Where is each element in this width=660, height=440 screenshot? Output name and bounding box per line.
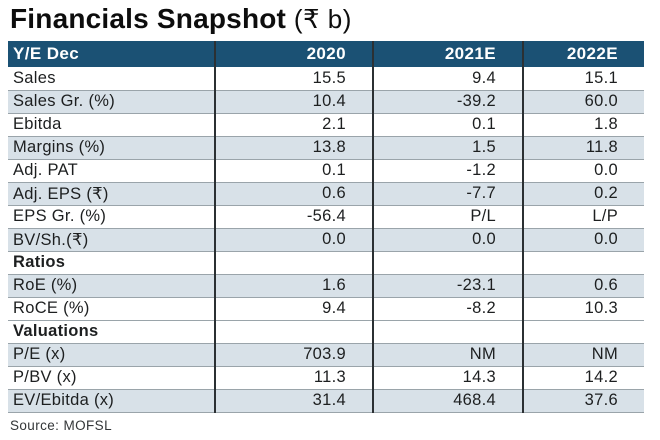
page-title-text: Financials Snapshot xyxy=(10,3,287,34)
row-value: 0.0 xyxy=(522,159,644,182)
table-row: P/E (x) 703.9 NM NM xyxy=(8,343,644,366)
row-value xyxy=(372,320,523,343)
row-value: 0.1 xyxy=(214,159,373,182)
column-header-ye-dec: Y/E Dec xyxy=(8,41,215,67)
page-title-unit xyxy=(286,4,294,34)
table-row: EPS Gr. (%) -56.4 P/L L/P xyxy=(8,205,644,228)
row-value xyxy=(214,320,373,343)
row-value xyxy=(214,251,373,274)
row-value: -7.7 xyxy=(372,182,523,205)
row-value: 0.0 xyxy=(214,228,373,251)
section-row: Ratios xyxy=(8,251,644,274)
row-value: 10.4 xyxy=(214,90,373,113)
row-value: 468.4 xyxy=(372,389,523,412)
page-title: Financials Snapshot (₹ b) xyxy=(10,3,652,35)
row-value: 1.6 xyxy=(214,274,373,297)
section-row: Valuations xyxy=(8,320,644,343)
financials-table: Y/E Dec 2020 2021E 2022E Sales 15.5 9.4 15.… xyxy=(8,41,644,413)
row-value: 1.8 xyxy=(522,113,644,136)
row-label: EPS Gr. (%) xyxy=(13,207,107,225)
row-value: 0.2 xyxy=(522,182,644,205)
row-value: 1.5 xyxy=(372,136,523,159)
row-value: 11.8 xyxy=(522,136,644,159)
table-row: Sales Gr. (%) 10.4 -39.2 60.0 xyxy=(8,90,644,113)
row-value: 0.6 xyxy=(522,274,644,297)
table-row: RoE (%) 1.6 -23.1 0.6 xyxy=(8,274,644,297)
row-value xyxy=(372,251,523,274)
row-value: 14.2 xyxy=(522,366,644,389)
row-label: Adj. EPS (₹) xyxy=(13,184,109,203)
column-header-2020: 2020 xyxy=(214,41,373,67)
row-value xyxy=(522,320,644,343)
row-value: P/L xyxy=(372,205,523,228)
column-header-2021e: 2021E xyxy=(372,41,523,67)
row-label: BV/Sh.(₹) xyxy=(13,230,89,249)
table-row: BV/Sh.(₹) 0.0 0.0 0.0 xyxy=(8,228,644,251)
source-note: Source: MOFSL xyxy=(10,417,112,433)
row-value: 60.0 xyxy=(522,90,644,113)
row-value: NM xyxy=(522,343,644,366)
table-row: RoCE (%) 9.4 -8.2 10.3 xyxy=(8,297,644,320)
row-label: RoE (%) xyxy=(13,276,78,294)
table-header: Y/E Dec 2020 2021E 2022E xyxy=(8,41,644,67)
row-value: -39.2 xyxy=(372,90,523,113)
row-label: P/E (x) xyxy=(13,345,66,363)
row-label: Valuations xyxy=(13,322,99,340)
row-value: 2.1 xyxy=(214,113,373,136)
row-value: 10.3 xyxy=(522,297,644,320)
table-body: Sales 15.5 9.4 15.1 Sales Gr. (%) 10.4 -39.2 60… xyxy=(8,67,644,412)
table-row: Adj. PAT 0.1 -1.2 0.0 xyxy=(8,159,644,182)
table-row: Margins (%) 13.8 1.5 11.8 xyxy=(8,136,644,159)
page-title-unit-text: (₹ b) xyxy=(293,4,352,34)
row-value: 15.1 xyxy=(522,67,644,90)
row-label: Margins (%) xyxy=(13,138,106,156)
row-label: Ratios xyxy=(13,253,66,271)
column-header-2022e: 2022E xyxy=(522,41,644,67)
row-label: EV/Ebitda (x) xyxy=(13,391,115,409)
row-label: RoCE (%) xyxy=(13,299,90,317)
row-value: 15.5 xyxy=(214,67,373,90)
row-value: -8.2 xyxy=(372,297,523,320)
table-header-row: Y/E Dec 2020 2021E 2022E xyxy=(8,41,644,67)
row-value: 13.8 xyxy=(214,136,373,159)
row-value: -1.2 xyxy=(372,159,523,182)
row-value: 31.4 xyxy=(214,389,373,412)
row-value: 0.0 xyxy=(522,228,644,251)
row-label: Sales Gr. (%) xyxy=(13,92,116,110)
row-value: -56.4 xyxy=(214,205,373,228)
table-row: P/BV (x) 11.3 14.3 14.2 xyxy=(8,366,644,389)
row-value: 37.6 xyxy=(522,389,644,412)
row-value: 9.4 xyxy=(372,67,523,90)
row-value: 0.0 xyxy=(372,228,523,251)
row-value: 0.6 xyxy=(214,182,373,205)
row-value: 14.3 xyxy=(372,366,523,389)
table-row: Ebitda 2.1 0.1 1.8 xyxy=(8,113,644,136)
row-value: 703.9 xyxy=(214,343,373,366)
row-label: P/BV (x) xyxy=(13,368,77,386)
row-value: -23.1 xyxy=(372,274,523,297)
table-row: Adj. EPS (₹) 0.6 -7.7 0.2 xyxy=(8,182,644,205)
table-row: EV/Ebitda (x) 31.4 468.4 37.6 xyxy=(8,389,644,412)
row-value: 11.3 xyxy=(214,366,373,389)
row-value: 9.4 xyxy=(214,297,373,320)
row-value: NM xyxy=(372,343,523,366)
row-value: L/P xyxy=(522,205,644,228)
row-label: Adj. PAT xyxy=(13,161,79,179)
row-label: Sales xyxy=(13,68,56,87)
row-value: 0.1 xyxy=(372,113,523,136)
table-row: Sales 15.5 9.4 15.1 xyxy=(8,67,644,90)
row-value xyxy=(522,251,644,274)
row-label: Ebitda xyxy=(13,115,62,133)
